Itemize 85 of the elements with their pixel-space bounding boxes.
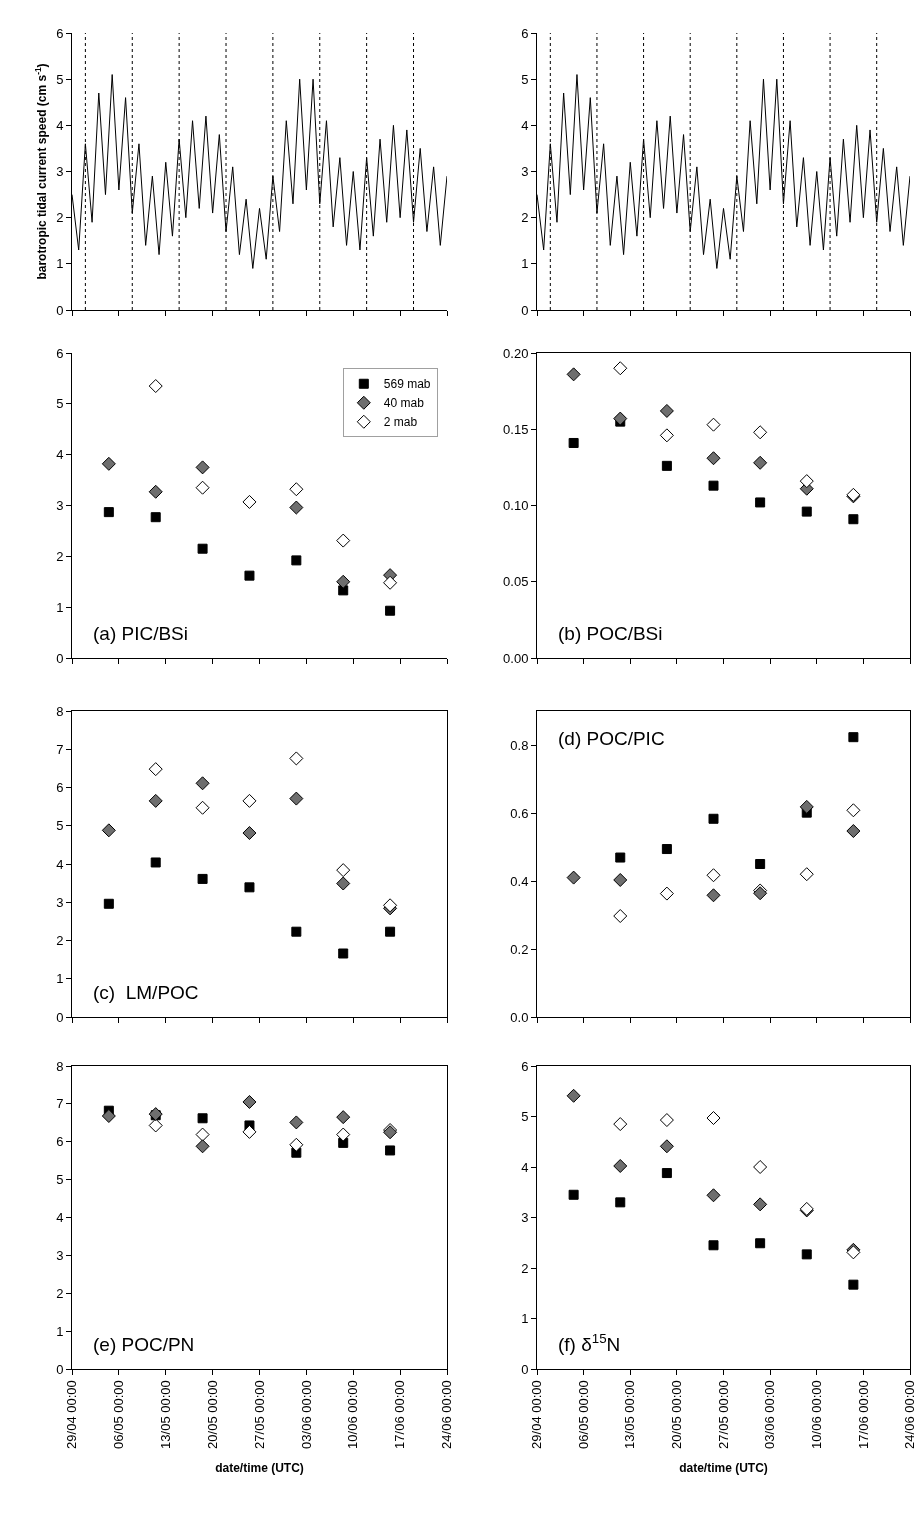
x-axis-title: date/time (UTC) [215, 1460, 304, 1475]
x-tick-label: 29/04 00:00 [529, 1380, 545, 1449]
x-tick-label: 06/05 00:00 [111, 1380, 127, 1449]
x-tick-label: 10/06 00:00 [808, 1380, 824, 1449]
x-tick-label: 03/06 00:00 [298, 1380, 314, 1449]
annotation: (d) POC/PIC [558, 728, 665, 749]
x-tick-label: 29/04 00:00 [64, 1380, 80, 1449]
annotation: (e) POC/PN [93, 1334, 195, 1355]
y-tick-label: 2 [56, 210, 64, 226]
y-tick-label: 2 [56, 1285, 64, 1301]
annotation: (a) PIC/BSi [93, 623, 189, 644]
y-tick-label: 0.00 [503, 650, 529, 666]
y-tick-label: 2 [56, 933, 64, 949]
y-tick-label: 0.0 [510, 1009, 529, 1025]
x-tick-label: 24/06 00:00 [439, 1380, 455, 1449]
y-tick-label: 5 [56, 396, 64, 412]
y-tick-label: 7 [56, 741, 64, 757]
y-tick-label: 2 [56, 548, 64, 564]
x-tick-label: 17/06 00:00 [855, 1380, 871, 1449]
y-tick-label: 0 [56, 302, 64, 318]
x-tick-label: 17/06 00:00 [392, 1380, 408, 1449]
y-tick-label: 1 [56, 971, 64, 987]
x-tick-label: 27/05 00:00 [251, 1380, 267, 1449]
y-tick-label: 6 [56, 1134, 64, 1150]
y-tick-label: 1 [56, 256, 64, 272]
legend-label: 2 mab [383, 415, 418, 430]
y-tick-label: 7 [56, 1096, 64, 1112]
y-tick-label: 6 [521, 1058, 529, 1074]
y-tick-label: 3 [56, 894, 64, 910]
y-tick-label: 1 [56, 1323, 64, 1339]
x-tick-label: 03/06 00:00 [762, 1380, 778, 1449]
y-tick-label: 5 [56, 1172, 64, 1188]
y-tick-label: 4 [56, 1210, 64, 1226]
y-tick-label: 0 [56, 1009, 64, 1025]
y-tick-label: 0 [56, 650, 64, 666]
y-tick-label: 6 [56, 780, 64, 796]
y-tick-label: 5 [521, 71, 529, 87]
y-tick-label: 3 [521, 164, 529, 180]
x-tick-label: 20/05 00:00 [669, 1380, 685, 1449]
y-tick-label: 4 [521, 1159, 529, 1175]
y-tick-label: 3 [56, 164, 64, 180]
y-tick-label: 0.8 [510, 737, 529, 753]
y-tick-label: 4 [56, 447, 64, 463]
x-tick-label: 20/05 00:00 [204, 1380, 220, 1449]
y-tick-label: 8 [56, 703, 64, 719]
legend-label: 569 mab [383, 377, 431, 392]
y-tick-label: 4 [56, 117, 64, 133]
y-tick-label: 5 [521, 1109, 529, 1125]
x-tick-label: 10/06 00:00 [345, 1380, 361, 1449]
y-tick-label: 2 [521, 210, 529, 226]
y-tick-label: 3 [56, 498, 64, 514]
x-tick-label: 24/06 00:00 [902, 1380, 918, 1449]
y-tick-label: 0 [56, 1361, 64, 1377]
y-tick-label: 0 [521, 302, 529, 318]
y-tick-label: 3 [521, 1210, 529, 1226]
y-tick-label: 5 [56, 818, 64, 834]
y-tick-label: 0 [521, 1361, 529, 1377]
x-tick-label: 06/05 00:00 [575, 1380, 591, 1449]
annotation: (f) δ$^{15}$N [558, 1331, 621, 1355]
y-tick-label: 4 [56, 856, 64, 872]
y-tick-label: 0.4 [510, 873, 529, 889]
annotation: (c) LM/POC [93, 982, 199, 1003]
x-axis-title: date/time (UTC) [679, 1460, 768, 1475]
y-tick-label: 8 [56, 1058, 64, 1074]
y-tick-label: 1 [521, 256, 529, 272]
x-tick-label: 13/05 00:00 [622, 1380, 638, 1449]
y-tick-label: 5 [56, 71, 64, 87]
y-tick-label: 0.20 [503, 345, 529, 361]
x-tick-label: 13/05 00:00 [157, 1380, 173, 1449]
y-tick-label: 0.2 [510, 941, 529, 957]
y-tick-label: 2 [521, 1260, 529, 1276]
y-tick-label: 0.15 [503, 421, 529, 437]
y-tick-label: 1 [521, 1311, 529, 1327]
y-tick-label: 6 [521, 25, 529, 41]
y-tick-label: 6 [56, 25, 64, 41]
y-tick-label: 0.10 [503, 498, 529, 514]
legend-label: 40 mab [383, 396, 425, 411]
y-tick-label: 0.05 [503, 574, 529, 590]
x-tick-label: 27/05 00:00 [715, 1380, 731, 1449]
y-tick-label: 0.6 [510, 805, 529, 821]
y-tick-label: 4 [521, 117, 529, 133]
y-tick-label: 6 [56, 345, 64, 361]
annotation: (b) POC/BSi [558, 623, 663, 644]
y-tick-label: 3 [56, 1247, 64, 1263]
y-tick-label: 1 [56, 599, 64, 615]
